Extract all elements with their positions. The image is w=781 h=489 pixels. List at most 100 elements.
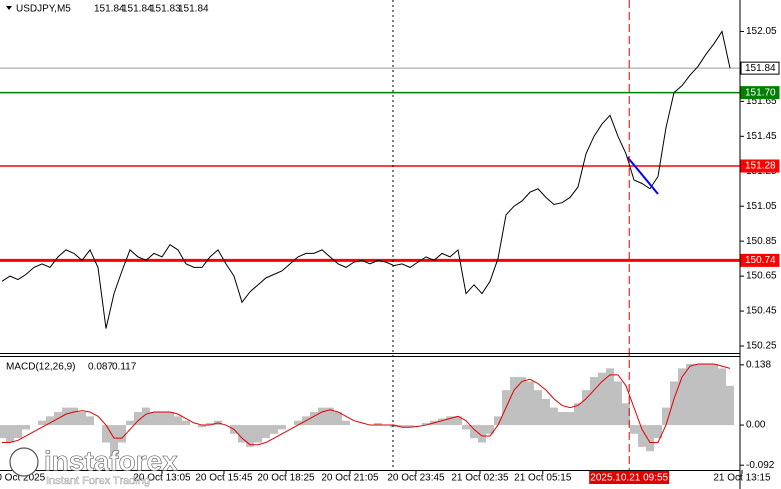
histogram-bar: [710, 363, 718, 426]
level-label: 151.70: [745, 87, 776, 98]
cursor-label: 2025.10.21 09:55: [590, 473, 668, 484]
y-tick-label: 151.65: [746, 96, 777, 107]
histogram-bar: [694, 363, 702, 426]
macd-reading: 0.117: [112, 362, 137, 373]
histogram-bar: [542, 398, 550, 426]
histogram-bar: [590, 377, 598, 426]
x-tick-label: 20 Oct 18:25: [257, 473, 315, 484]
histogram-bar: [726, 385, 734, 426]
x-tick-label: 21 Oct 13:15: [713, 473, 771, 484]
ohlc: 151.83: [150, 4, 181, 15]
histogram-bar: [558, 411, 566, 426]
histogram-bar: [630, 425, 638, 434]
histogram-bar: [174, 416, 182, 426]
ohlc: 151.84: [94, 4, 125, 15]
trend-line: [626, 156, 659, 195]
histogram-bar: [294, 420, 302, 426]
histogram-bar: [686, 363, 694, 426]
histogram-bar: [462, 425, 470, 430]
histogram: [0, 363, 734, 456]
x-tick-label: 21 Oct 02:35: [451, 473, 509, 484]
histogram-bar: [550, 407, 558, 426]
level-label-box: [740, 61, 780, 75]
histogram-bar: [614, 381, 622, 426]
histogram-bar: [254, 425, 262, 443]
histogram-bar: [246, 425, 254, 447]
watermark-tagline: Instant Forex Trading: [46, 475, 150, 487]
histogram-bar: [678, 368, 686, 426]
histogram-bar: [134, 411, 142, 426]
histogram-bar: [702, 363, 710, 426]
level-label: 151.84: [745, 63, 776, 74]
histogram-bar: [582, 390, 590, 426]
histogram-bar: [0, 425, 6, 439]
x-tick-label: 21 Oct 05:15: [514, 473, 572, 484]
x-tick-label: 20 Oct 13:05: [133, 473, 191, 484]
histogram-bar: [46, 416, 54, 426]
watermark-brand: instaforex: [44, 445, 178, 476]
histogram-bar: [510, 377, 518, 426]
y-tick-label: 0.138: [746, 359, 771, 370]
histogram-bar: [374, 422, 382, 426]
level-label-box: [740, 159, 780, 173]
histogram-bar: [166, 411, 174, 426]
y-tick-label: 150.65: [746, 271, 777, 282]
histogram-bar: [342, 420, 350, 426]
symbol-title: USDJPY,M5: [16, 4, 71, 15]
histogram-bar: [70, 407, 78, 426]
y-tick-label: 152.05: [746, 26, 777, 37]
histogram-bar: [446, 416, 454, 426]
histogram-bar: [398, 425, 406, 428]
histogram-bar: [662, 407, 670, 426]
histogram-bar: [518, 377, 526, 426]
y-tick-label: -0.092: [746, 460, 775, 471]
histogram-bar: [38, 420, 46, 426]
histogram-bar: [150, 411, 158, 426]
signal-line: [2, 363, 731, 446]
histogram-bar: [334, 411, 342, 426]
header-arrow: [6, 6, 12, 10]
histogram-bar: [158, 411, 166, 426]
histogram-bar: [654, 425, 662, 439]
y-tick-label: 150.85: [746, 236, 777, 247]
histogram-bar: [78, 411, 86, 426]
histogram-bar: [102, 425, 110, 443]
histogram-bar: [622, 403, 630, 426]
histogram-bar: [670, 381, 678, 426]
y-tick-label: 150.25: [746, 341, 777, 352]
histogram-bar: [438, 418, 446, 426]
histogram-bar: [478, 425, 486, 443]
histogram-bar: [6, 425, 14, 443]
histogram-bar: [206, 422, 214, 426]
histogram-bar: [454, 416, 462, 426]
histogram-bar: [390, 425, 398, 428]
macd-reading: 0.087: [88, 362, 113, 373]
watermark-logo: [9, 447, 39, 477]
level-label: 151.28: [745, 161, 776, 172]
histogram-bar: [270, 425, 278, 434]
x-tick-label: 20 Oct 2025: [0, 473, 46, 484]
ohlc: 151.84: [178, 4, 209, 15]
histogram-bar: [182, 420, 190, 426]
x-tick-label: 20 Oct 15:45: [195, 473, 253, 484]
y-tick-label: 0.00: [746, 420, 766, 431]
histogram-bar: [198, 425, 206, 428]
histogram-bar: [118, 425, 126, 443]
watermark: instaforex Instant Forex Trading: [9, 445, 179, 487]
histogram-bar: [326, 407, 334, 426]
histogram-bar: [22, 425, 30, 430]
ohlc: 151.84: [122, 4, 153, 15]
y-tick-label: 151.05: [746, 201, 777, 212]
histogram-bar: [470, 425, 478, 439]
histogram-bar: [310, 411, 318, 426]
histogram-bar: [638, 425, 646, 447]
histogram-bar: [534, 390, 542, 426]
price-line: [1, 30, 731, 329]
level-label-box: [740, 253, 780, 267]
histogram-bar: [566, 411, 574, 426]
histogram-bar: [142, 407, 150, 426]
histogram-bar: [422, 422, 430, 426]
histogram-bar: [606, 368, 614, 426]
